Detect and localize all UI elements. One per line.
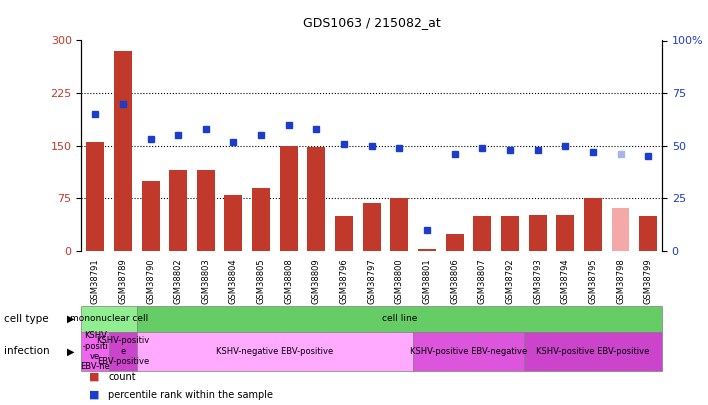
- Bar: [86, 142, 104, 251]
- Text: mononuclear cell: mononuclear cell: [70, 314, 148, 324]
- Bar: [584, 198, 602, 251]
- Bar: [556, 215, 574, 251]
- Bar: [335, 216, 353, 251]
- Bar: [114, 51, 132, 251]
- Text: KSHV-positive EBV-positive: KSHV-positive EBV-positive: [536, 347, 649, 356]
- Bar: [137, 306, 662, 332]
- Bar: [169, 171, 187, 251]
- Text: infection: infection: [4, 346, 49, 356]
- Bar: [109, 332, 137, 371]
- Bar: [224, 195, 242, 251]
- Bar: [413, 332, 524, 371]
- Bar: [362, 203, 381, 251]
- Bar: [137, 332, 413, 371]
- Text: KSHV-negative EBV-positive: KSHV-negative EBV-positive: [217, 347, 333, 356]
- Bar: [280, 146, 298, 251]
- Bar: [418, 249, 436, 251]
- Text: KSHV-positiv
e
EBV-positive: KSHV-positiv e EBV-positive: [96, 337, 149, 366]
- Bar: [501, 216, 519, 251]
- Bar: [81, 306, 137, 332]
- Bar: [81, 332, 109, 371]
- Bar: [197, 171, 215, 251]
- Bar: [524, 332, 662, 371]
- Text: percentile rank within the sample: percentile rank within the sample: [108, 390, 273, 400]
- Text: ■: ■: [88, 372, 99, 382]
- Text: KSHV-positive EBV-negative: KSHV-positive EBV-negative: [410, 347, 527, 356]
- Bar: [445, 234, 464, 251]
- Bar: [307, 147, 326, 251]
- Text: cell line: cell line: [382, 314, 417, 324]
- Bar: [529, 215, 547, 251]
- Bar: [390, 198, 409, 251]
- Bar: [474, 216, 491, 251]
- Text: count: count: [108, 372, 136, 382]
- Text: ■: ■: [88, 390, 99, 400]
- Text: ▶: ▶: [67, 314, 74, 324]
- Bar: [612, 208, 629, 251]
- Bar: [639, 216, 657, 251]
- Text: GDS1063 / 215082_at: GDS1063 / 215082_at: [303, 16, 440, 29]
- Text: cell type: cell type: [4, 314, 48, 324]
- Bar: [142, 181, 159, 251]
- Text: KSHV
-positi
ve
EBV-ne: KSHV -positi ve EBV-ne: [81, 331, 110, 371]
- Bar: [252, 188, 270, 251]
- Text: ▶: ▶: [67, 346, 74, 356]
